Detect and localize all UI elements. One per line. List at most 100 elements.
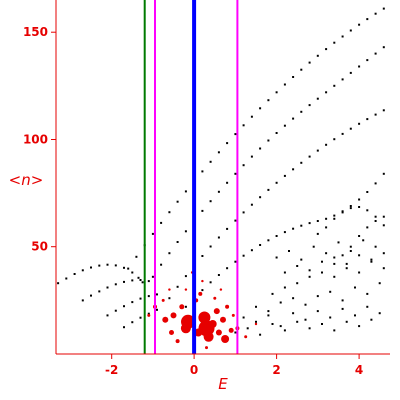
- data-point: [259, 244, 262, 246]
- data-point: [217, 274, 220, 276]
- data-point: [250, 155, 253, 158]
- data-point: [341, 299, 344, 302]
- data-point: [308, 275, 311, 278]
- data-point: [267, 188, 270, 191]
- data-point: [374, 215, 377, 218]
- data-point: [242, 124, 245, 127]
- data-point: [217, 151, 220, 154]
- vertical-lines: [143, 0, 239, 354]
- data-point: [382, 172, 385, 175]
- data-point: [374, 182, 377, 185]
- data-point: [57, 282, 60, 285]
- data-point: [325, 91, 328, 94]
- data-point: [366, 191, 369, 193]
- data-point: [292, 312, 295, 315]
- data-point: [378, 282, 381, 285]
- data-point: [131, 301, 134, 304]
- data-point: [139, 279, 142, 281]
- data-point: [325, 226, 328, 229]
- highlight-point: [147, 313, 151, 317]
- data-point: [156, 308, 158, 311]
- data-point: [242, 164, 245, 167]
- data-point: [345, 267, 348, 270]
- highlight-point: [221, 335, 230, 343]
- data-point: [300, 68, 303, 71]
- data-point: [226, 227, 229, 230]
- data-point: [139, 297, 142, 300]
- data-point: [300, 224, 303, 227]
- data-point: [308, 269, 311, 272]
- data-point: [316, 232, 319, 235]
- data-point: [184, 305, 187, 308]
- data-point: [201, 255, 204, 257]
- data-point: [98, 290, 101, 293]
- data-point: [139, 316, 142, 319]
- data-point: [65, 277, 68, 280]
- data-point: [176, 285, 179, 288]
- highlight-point: [215, 329, 222, 336]
- data-point: [345, 262, 348, 265]
- data-point: [382, 252, 385, 255]
- data-point: [370, 258, 373, 261]
- y-tick-label: 150: [23, 25, 48, 39]
- data-point: [370, 260, 373, 263]
- x-axis-title: E: [218, 375, 228, 393]
- x-tick-label: 2: [272, 363, 280, 377]
- data-point: [81, 269, 84, 272]
- data-point: [250, 203, 253, 206]
- data-point: [151, 275, 154, 278]
- highlight-point: [198, 311, 211, 324]
- data-point: [209, 281, 212, 284]
- data-point: [349, 29, 352, 32]
- data-point: [378, 312, 381, 315]
- data-point: [308, 155, 311, 158]
- data-point: [374, 245, 377, 248]
- highlight-point: [254, 322, 258, 326]
- y-tick-label: 100: [23, 133, 48, 147]
- data-point: [308, 61, 311, 64]
- data-point: [279, 325, 282, 328]
- data-point: [217, 236, 220, 239]
- data-point: [349, 250, 352, 252]
- highlight-point: [179, 304, 185, 310]
- data-point: [358, 122, 361, 125]
- highlight-point: [170, 312, 177, 319]
- data-point: [296, 320, 299, 323]
- data-point: [333, 41, 336, 44]
- data-point: [341, 211, 344, 214]
- data-point: [73, 273, 76, 275]
- data-point: [304, 318, 307, 321]
- data-point: [349, 127, 352, 130]
- data-point: [259, 196, 262, 199]
- data-point: [90, 294, 92, 297]
- data-point: [81, 299, 84, 302]
- data-point: [329, 290, 332, 293]
- data-point: [349, 207, 352, 210]
- data-point: [354, 286, 356, 289]
- data-point: [283, 231, 286, 234]
- data-point: [374, 52, 377, 55]
- data-point: [127, 267, 130, 270]
- data-point: [292, 117, 295, 120]
- data-point: [176, 200, 179, 203]
- data-point: [242, 211, 245, 214]
- highlight-point: [169, 330, 174, 335]
- data-point: [275, 132, 278, 134]
- data-point: [362, 239, 365, 242]
- data-point: [259, 107, 262, 110]
- data-point: [292, 168, 295, 171]
- data-point: [325, 217, 328, 220]
- data-point: [226, 142, 229, 145]
- highlight-point: [225, 304, 230, 309]
- data-point: [114, 283, 117, 286]
- data-point: [316, 149, 319, 152]
- highlight-point: [205, 346, 208, 350]
- data-point: [316, 220, 319, 222]
- data-point: [271, 323, 274, 325]
- data-point: [292, 76, 295, 78]
- data-point: [283, 286, 286, 289]
- data-point: [329, 316, 332, 319]
- data-point: [354, 314, 356, 317]
- data-point: [333, 214, 336, 217]
- data-point: [259, 147, 262, 150]
